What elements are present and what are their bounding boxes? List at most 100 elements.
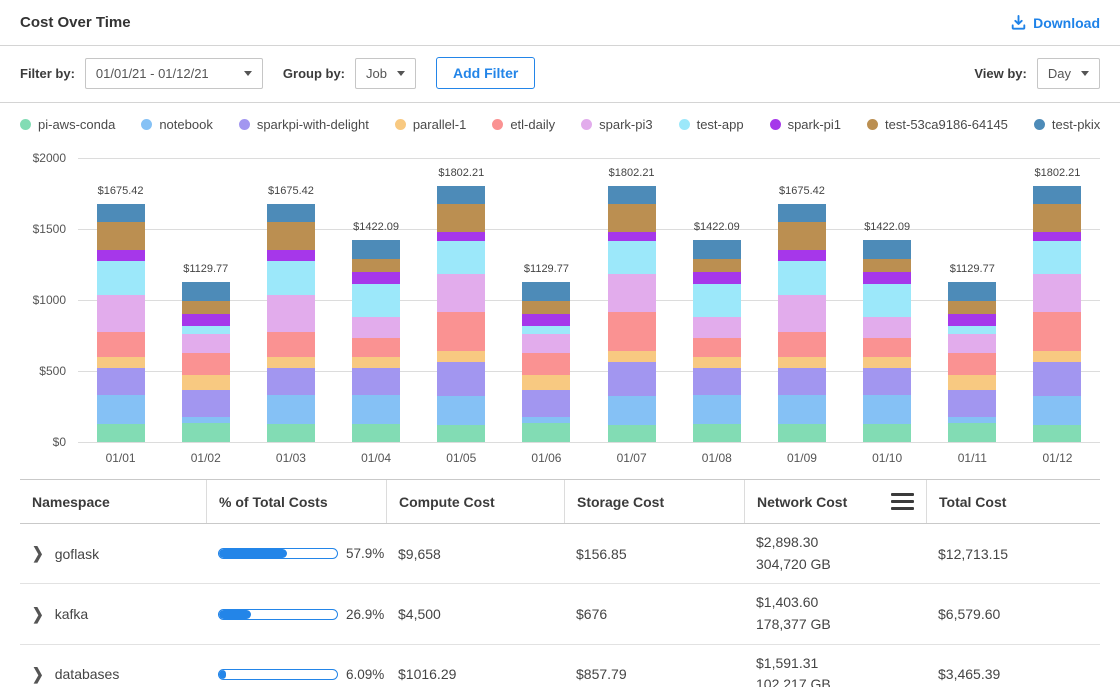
bar-segment-test-53ca9186-64145[interactable]: [97, 222, 145, 250]
bar-segment-pi-aws-conda[interactable]: [522, 423, 570, 442]
bar-segment-spark-pi3[interactable]: [437, 274, 485, 312]
bar-segment-test-53ca9186-64145[interactable]: [182, 301, 230, 314]
bar-segment-etl-daily[interactable]: [522, 353, 570, 375]
legend-item-spark-pi1[interactable]: spark-pi1: [770, 117, 841, 132]
chevron-right-icon[interactable]: ❯: [32, 665, 44, 685]
bar-segment-test-53ca9186-64145[interactable]: [352, 259, 400, 272]
bar-segment-sparkpi-with-delight[interactable]: [437, 362, 485, 396]
download-button[interactable]: Download: [1011, 15, 1100, 31]
bar-segment-test-53ca9186-64145[interactable]: [948, 301, 996, 314]
bar-segment-test-app[interactable]: [97, 261, 145, 295]
bar-segment-parallel-1[interactable]: [948, 375, 996, 391]
bar-segment-spark-pi1[interactable]: [693, 272, 741, 284]
bar-segment-spark-pi1[interactable]: [778, 250, 826, 261]
bar-segment-test-app[interactable]: [437, 241, 485, 274]
bar-segment-notebook[interactable]: [608, 396, 656, 425]
bar-segment-notebook[interactable]: [97, 395, 145, 424]
stacked-bar-01/11[interactable]: [948, 282, 996, 442]
stacked-bar-01/10[interactable]: [863, 240, 911, 442]
bar-segment-notebook[interactable]: [267, 395, 315, 424]
table-row-goflask[interactable]: ❯goflask57.9%$9,658$156.85$2,898.30304,7…: [20, 524, 1100, 584]
bar-segment-spark-pi3[interactable]: [863, 317, 911, 338]
namespace-cell[interactable]: ❯kafka: [20, 598, 206, 631]
chevron-right-icon[interactable]: ❯: [32, 544, 44, 564]
bar-segment-sparkpi-with-delight[interactable]: [948, 390, 996, 416]
table-row-kafka[interactable]: ❯kafka26.9%$4,500$676$1,403.60178,377 GB…: [20, 584, 1100, 644]
bar-segment-test-53ca9186-64145[interactable]: [1033, 204, 1081, 232]
bar-segment-spark-pi3[interactable]: [1033, 274, 1081, 312]
bar-segment-spark-pi1[interactable]: [182, 314, 230, 326]
bar-segment-test-pkix[interactable]: [182, 282, 230, 301]
bar-segment-test-53ca9186-64145[interactable]: [522, 301, 570, 314]
column-menu-icon[interactable]: [891, 491, 914, 512]
view-by-select[interactable]: Day: [1037, 58, 1100, 89]
bar-segment-spark-pi1[interactable]: [352, 272, 400, 284]
bar-segment-spark-pi3[interactable]: [97, 295, 145, 332]
bar-segment-sparkpi-with-delight[interactable]: [182, 390, 230, 416]
bar-segment-etl-daily[interactable]: [778, 332, 826, 357]
bar-segment-notebook[interactable]: [863, 395, 911, 424]
bar-segment-sparkpi-with-delight[interactable]: [693, 368, 741, 395]
add-filter-button[interactable]: Add Filter: [436, 57, 535, 89]
stacked-bar-01/05[interactable]: [437, 186, 485, 442]
bar-segment-test-app[interactable]: [608, 241, 656, 274]
bar-segment-sparkpi-with-delight[interactable]: [97, 368, 145, 395]
bar-segment-test-app[interactable]: [267, 261, 315, 295]
bar-segment-test-53ca9186-64145[interactable]: [437, 204, 485, 232]
bar-segment-notebook[interactable]: [693, 395, 741, 424]
bar-segment-notebook[interactable]: [1033, 396, 1081, 425]
bar-segment-test-app[interactable]: [693, 284, 741, 317]
bar-segment-parallel-1[interactable]: [778, 357, 826, 368]
stacked-bar-01/12[interactable]: [1033, 186, 1081, 442]
bar-segment-test-app[interactable]: [352, 284, 400, 317]
bar-segment-pi-aws-conda[interactable]: [1033, 425, 1081, 442]
stacked-bar-01/09[interactable]: [778, 204, 826, 442]
bar-segment-parallel-1[interactable]: [1033, 351, 1081, 362]
bar-segment-etl-daily[interactable]: [267, 332, 315, 357]
bar-segment-spark-pi1[interactable]: [97, 250, 145, 261]
bar-segment-parallel-1[interactable]: [352, 357, 400, 368]
bar-segment-etl-daily[interactable]: [1033, 312, 1081, 351]
bar-segment-pi-aws-conda[interactable]: [863, 424, 911, 442]
bar-segment-sparkpi-with-delight[interactable]: [1033, 362, 1081, 396]
bar-segment-parallel-1[interactable]: [608, 351, 656, 362]
bar-segment-spark-pi3[interactable]: [948, 334, 996, 353]
bar-segment-test-53ca9186-64145[interactable]: [267, 222, 315, 250]
bar-segment-test-pkix[interactable]: [863, 240, 911, 259]
bar-segment-parallel-1[interactable]: [863, 357, 911, 368]
legend-item-etl-daily[interactable]: etl-daily: [492, 117, 555, 132]
group-by-select[interactable]: Job: [355, 58, 416, 89]
legend-item-pi-aws-conda[interactable]: pi-aws-conda: [20, 117, 115, 132]
bar-segment-test-pkix[interactable]: [437, 186, 485, 204]
bar-segment-spark-pi3[interactable]: [522, 334, 570, 353]
bar-segment-pi-aws-conda[interactable]: [182, 423, 230, 442]
chevron-right-icon[interactable]: ❯: [32, 604, 44, 624]
bar-segment-pi-aws-conda[interactable]: [693, 424, 741, 442]
legend-item-sparkpi-with-delight[interactable]: sparkpi-with-delight: [239, 117, 369, 132]
bar-segment-test-pkix[interactable]: [948, 282, 996, 301]
legend-item-notebook[interactable]: notebook: [141, 117, 213, 132]
bar-segment-parallel-1[interactable]: [267, 357, 315, 368]
bar-segment-sparkpi-with-delight[interactable]: [863, 368, 911, 395]
bar-segment-pi-aws-conda[interactable]: [352, 424, 400, 442]
bar-segment-notebook[interactable]: [437, 396, 485, 425]
bar-segment-sparkpi-with-delight[interactable]: [608, 362, 656, 396]
stacked-bar-01/08[interactable]: [693, 240, 741, 442]
bar-segment-test-app[interactable]: [948, 326, 996, 334]
namespace-cell[interactable]: ❯goflask: [20, 537, 206, 570]
bar-segment-test-pkix[interactable]: [1033, 186, 1081, 204]
bar-segment-etl-daily[interactable]: [608, 312, 656, 351]
bar-segment-pi-aws-conda[interactable]: [267, 424, 315, 442]
bar-segment-pi-aws-conda[interactable]: [97, 424, 145, 442]
legend-item-parallel-1[interactable]: parallel-1: [395, 117, 466, 132]
bar-segment-notebook[interactable]: [778, 395, 826, 424]
bar-segment-notebook[interactable]: [352, 395, 400, 424]
date-range-select[interactable]: 01/01/21 - 01/12/21: [85, 58, 263, 89]
bar-segment-etl-daily[interactable]: [352, 338, 400, 357]
namespace-cell[interactable]: ❯databases: [20, 658, 206, 687]
bar-segment-parallel-1[interactable]: [437, 351, 485, 362]
bar-segment-spark-pi1[interactable]: [863, 272, 911, 284]
bar-segment-parallel-1[interactable]: [97, 357, 145, 368]
stacked-bar-01/04[interactable]: [352, 240, 400, 442]
bar-segment-test-pkix[interactable]: [778, 204, 826, 222]
